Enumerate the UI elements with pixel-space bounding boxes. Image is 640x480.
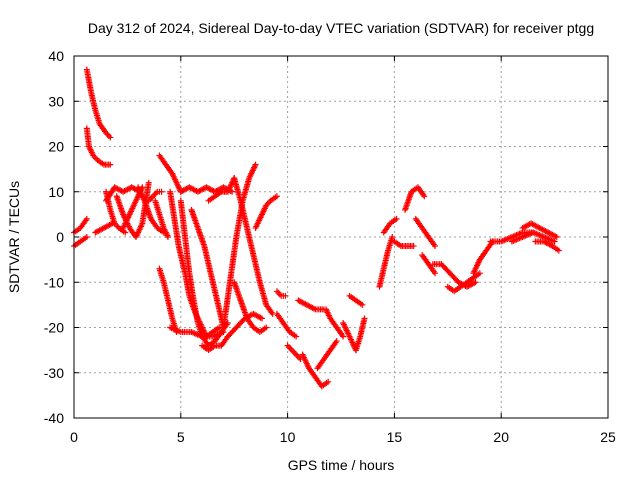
- data-point: [282, 292, 289, 299]
- series-track-47: [508, 229, 558, 245]
- data-point: [293, 333, 300, 340]
- series-track-37: [376, 234, 396, 290]
- series-track-27: [273, 288, 289, 299]
- y-tick-label: -30: [44, 365, 64, 381]
- series-track-24: [224, 310, 265, 340]
- x-tick-label: 25: [600, 429, 616, 445]
- series-track-11: [145, 188, 165, 204]
- series-track-02: [83, 125, 114, 168]
- series-track-33: [323, 306, 347, 340]
- data-point: [551, 238, 558, 245]
- data-point: [410, 243, 417, 250]
- data-point: [325, 378, 332, 385]
- data-point: [263, 324, 270, 331]
- y-tick-label: 10: [48, 184, 64, 200]
- y-tick-label: -10: [44, 274, 64, 290]
- series-track-41: [412, 215, 438, 250]
- series-track-31: [299, 351, 332, 390]
- series-track-14: [156, 152, 184, 195]
- series-track-44: [444, 270, 483, 295]
- series-track-40: [402, 184, 428, 213]
- data-point: [258, 315, 265, 322]
- data-point: [333, 338, 340, 345]
- series-track-01: [83, 66, 114, 141]
- y-tick-label: 30: [48, 93, 64, 109]
- series-track-49: [532, 238, 562, 254]
- data-point: [431, 270, 438, 277]
- data-point: [158, 188, 165, 195]
- series-track-38: [380, 215, 400, 236]
- x-tick-label: 5: [177, 429, 185, 445]
- series-track-03: [71, 234, 90, 250]
- x-tick-label: 15: [387, 429, 403, 445]
- data-point: [252, 161, 259, 168]
- data-point: [472, 279, 479, 286]
- data-point: [393, 215, 400, 222]
- y-tick-label: 40: [48, 48, 64, 64]
- data-point: [83, 234, 90, 240]
- x-tick-label: 10: [280, 429, 296, 445]
- data-point: [340, 333, 347, 340]
- x-axis-label: GPS time / hours: [288, 457, 395, 473]
- data-point: [273, 193, 280, 200]
- series-track-32: [314, 338, 340, 372]
- series-track-42: [419, 252, 438, 277]
- data-point: [476, 270, 483, 277]
- series-track-26: [231, 279, 270, 336]
- data-points: [71, 66, 562, 390]
- data-point: [107, 161, 114, 168]
- series-track-28: [273, 310, 300, 340]
- data-point: [389, 234, 396, 240]
- series-track-29: [284, 342, 304, 363]
- series-track-48: [519, 220, 560, 240]
- data-point: [83, 215, 90, 222]
- series-track-30: [295, 297, 327, 313]
- series-track-22: [220, 161, 259, 331]
- series-track-43: [429, 261, 479, 290]
- data-point: [145, 179, 152, 186]
- series-track-35: [352, 315, 368, 354]
- series-track-13: [152, 197, 171, 240]
- y-tick-label: -40: [44, 410, 64, 426]
- y-tick-label: 20: [48, 139, 64, 155]
- series-track-07: [103, 188, 129, 236]
- plot-frame: [73, 55, 609, 419]
- series-track-25: [252, 193, 280, 231]
- y-axis-label: SDTVAR / TECUs: [6, 181, 22, 293]
- series-track-17: [167, 324, 227, 340]
- data-point: [553, 234, 560, 240]
- x-tick-label: 20: [493, 429, 509, 445]
- grid-lines: [74, 56, 608, 418]
- series-track-23: [231, 175, 276, 317]
- series-track-45: [470, 238, 496, 277]
- data-point: [555, 247, 562, 254]
- series-track-19: [188, 206, 227, 331]
- data-point: [122, 229, 129, 236]
- data-point: [107, 134, 114, 141]
- series-track-04: [71, 215, 90, 236]
- data-point: [359, 301, 366, 308]
- series-track-39: [391, 238, 417, 250]
- x-tick-label: 0: [70, 429, 78, 445]
- chart-title: Day 312 of 2024, Sidereal Day-to-day VTE…: [88, 20, 594, 36]
- data-point: [431, 243, 438, 250]
- axis-ticks: 0 5 10 15 20 25 -40 -30 -20 -10 0 10 20 30 40: [44, 48, 616, 445]
- series-track-12: [156, 265, 180, 336]
- series-track-05: [92, 220, 116, 236]
- y-tick-label: -20: [44, 320, 64, 336]
- y-tick-label: 0: [56, 229, 64, 245]
- data-point: [164, 234, 171, 240]
- series-track-36: [346, 292, 366, 308]
- data-point: [361, 315, 368, 322]
- data-point: [421, 193, 428, 200]
